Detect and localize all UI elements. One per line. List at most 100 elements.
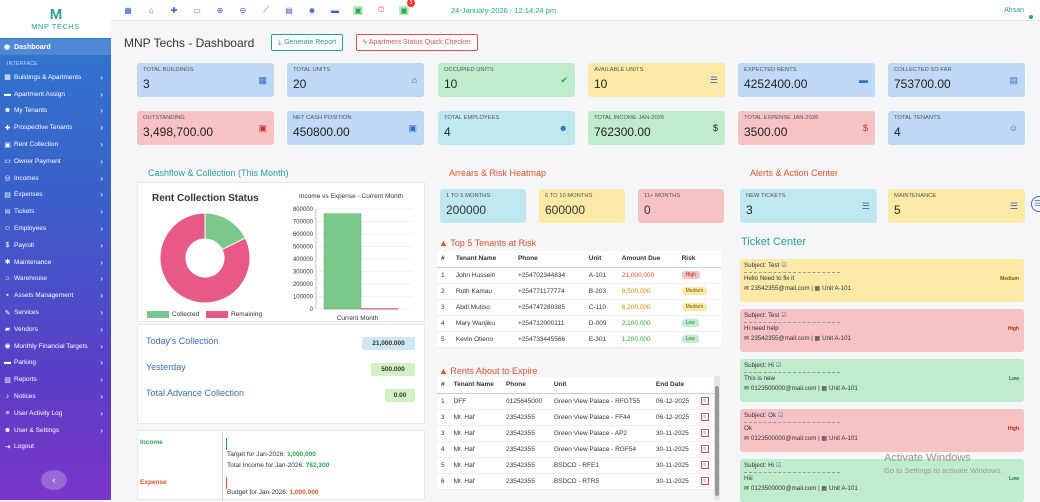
heatmap-card[interactable]: 11+ MONTHS 0 bbox=[638, 189, 724, 223]
table-row[interactable]: 4 Mr. Haf 23542355 Green View Palace - RGF5… bbox=[437, 441, 714, 458]
sidebar-item-apartment-assign[interactable]: ▬ Apartment Assign › bbox=[0, 86, 111, 103]
bar-income[interactable] bbox=[323, 213, 362, 310]
sidebar-item-vendors[interactable]: ▰ Vendors › bbox=[0, 321, 111, 338]
notification-icon[interactable]: ▣ 3 bbox=[399, 0, 415, 15]
ticket-card[interactable]: Subject: Ok ☑ Ok ✉ 0123500000@mail.com | ▦ … bbox=[740, 409, 1024, 452]
sidebar-item-tickets[interactable]: ✉ Tickets › bbox=[0, 203, 111, 220]
table-row[interactable]: 4 Mary Wanjiku +254712000111 D-009 2,100,000… bbox=[437, 315, 721, 332]
document-icon[interactable]: ≡ bbox=[700, 429, 709, 437]
user-menu[interactable]: Ahsan bbox=[1004, 7, 1033, 19]
table-row[interactable]: 1 DFF 0125645000 Green View Palace - RFGT55… bbox=[437, 393, 714, 410]
column-header: # bbox=[437, 377, 450, 394]
alert-card-maintenance[interactable]: MAINTENANCE 5 ☰ bbox=[888, 189, 1025, 223]
sidebar-item-payroll[interactable]: $ Payroll › bbox=[0, 237, 111, 254]
heatmap-card[interactable]: 6 TO 10 MONTHS 600000 bbox=[539, 189, 625, 223]
sidebar-item-buildings-apartments[interactable]: ▦ Buildings & Apartments › bbox=[0, 69, 111, 86]
alert-card-new-tickets[interactable]: NEW TICKETS 3 ☰ bbox=[740, 189, 877, 223]
ticket-icon: ✉ bbox=[4, 208, 11, 216]
kpi-card-total-employees[interactable]: TOTAL EMPLOYEES 4 ☻ bbox=[438, 111, 575, 145]
heatmap-card[interactable]: 1 TO 5 MONTHS 200000 bbox=[440, 189, 526, 223]
document-icon[interactable]: ≡ bbox=[700, 477, 709, 485]
kpi-card-collected-so-far[interactable]: COLLECTED SO FAR 753700.00 ▤ bbox=[888, 63, 1025, 97]
sidebar-item-label: Maintenance bbox=[14, 258, 52, 266]
calendar-icon[interactable]: ▤ bbox=[285, 5, 293, 15]
status-checker-button[interactable]: ϟ Apartment Status Quick Checker bbox=[356, 34, 478, 51]
sidebar-item-parking[interactable]: ▬ Parking › bbox=[0, 355, 111, 372]
table-row[interactable]: 3 Mr. Haf 23542355 Green View Palace - FF44… bbox=[437, 409, 714, 426]
document-icon[interactable]: ≡ bbox=[700, 413, 709, 421]
envelope-icon: ✉ bbox=[744, 485, 751, 492]
sidebar-item-prospective-tenants[interactable]: ✚ Prospective Tenants › bbox=[0, 119, 111, 136]
sidebar-item-dashboard[interactable]: ◉ Dashboard bbox=[0, 39, 111, 55]
table-row[interactable]: 3 Abdi Mutiso +254747280385 C-110 6,200,000 M… bbox=[437, 299, 721, 316]
table-row[interactable]: 5 Kevin Otieno +254733445566 E-301 1,200,000… bbox=[437, 331, 721, 348]
kpi-card-occupied-units[interactable]: OCCUPIED UNITS 10 ✔ bbox=[438, 63, 575, 97]
bar-expense[interactable] bbox=[360, 308, 399, 310]
kpi-card-outstanding[interactable]: OUTSTANDING 3,498,700.00 ▣ bbox=[137, 111, 274, 145]
settings-float-icon[interactable]: ☰ bbox=[1031, 196, 1040, 212]
table-row[interactable]: 6 Mr. Haf 23542355 BSDCD - RTR5 30-11-2025 ≡ bbox=[437, 473, 714, 490]
sidebar-item-my-tenants[interactable]: ☻ My Tenants › bbox=[0, 103, 111, 120]
scrollbar-thumb[interactable] bbox=[715, 386, 719, 496]
users-icon[interactable]: ☻ bbox=[307, 5, 317, 15]
add-user-icon[interactable]: ✚ bbox=[170, 5, 178, 15]
table-row[interactable]: 5 Mr. Haf 23542355 BSDCD - RFE1 30-11-2025 ≡ bbox=[437, 457, 714, 474]
ticket-card[interactable]: Subject: Hi ☑ This is new ✉ 0123500000@mail… bbox=[740, 359, 1024, 402]
table-cell: 23542355 bbox=[501, 425, 550, 442]
sidebar-item-label: User & Settings bbox=[14, 426, 60, 434]
id-card-icon[interactable]: ▭ bbox=[193, 5, 201, 15]
sidebar-item-owner-payment[interactable]: ▭ Owner Payment › bbox=[0, 153, 111, 170]
document-icon[interactable]: ≡ bbox=[700, 461, 709, 469]
bank-icon[interactable]: ⛫ bbox=[377, 5, 385, 14]
money-icon[interactable]: ▣ bbox=[353, 5, 363, 15]
document-icon[interactable]: ≡ bbox=[700, 397, 709, 405]
table-row[interactable]: 3 Mr. Haf 23542355 Green View Palace - AP2 3… bbox=[437, 425, 714, 442]
sidebar-collapse-button[interactable]: ‹ bbox=[41, 470, 67, 490]
ticket-card[interactable]: Subject: Test ☑ Hello Need to fix it ✉ 2354… bbox=[740, 259, 1024, 302]
truck-icon: ▰ bbox=[4, 326, 11, 334]
table-row[interactable]: 1 John Hussein +254702344834 A-101 21,000,00… bbox=[437, 267, 721, 284]
ticket-card[interactable]: Subject: Hi ☑ Hiii ✉ 0123500000@mail.com | … bbox=[740, 459, 1024, 502]
car-icon[interactable]: ▬ bbox=[331, 5, 339, 15]
document-icon[interactable]: ≡ bbox=[700, 445, 709, 453]
expire-scrollbar[interactable] bbox=[714, 376, 720, 500]
minus-circle-icon[interactable]: ⊖ bbox=[239, 5, 247, 15]
sidebar-item-rent-collection[interactable]: ▣ Rent Collection › bbox=[0, 136, 111, 153]
sidebar-item-warehouse[interactable]: ⌂ Warehouse › bbox=[0, 271, 111, 288]
sidebar-item-notices[interactable]: ♪ Notices › bbox=[0, 388, 111, 405]
kpi-card-available-units[interactable]: AVAILABLE UNITS 10 ☰ bbox=[588, 63, 725, 97]
kpi-card-total-units[interactable]: TOTAL UNITS 20 ⌂ bbox=[287, 63, 424, 97]
sidebar-item-expenses[interactable]: ▤ Expenses › bbox=[0, 187, 111, 204]
ticket-card[interactable]: Subject: Test ☑ Hi need help ✉ 23542355@mai… bbox=[740, 309, 1024, 352]
sidebar-item-monthly-financial-targets[interactable]: ◉ Monthly Financial Targets › bbox=[0, 338, 111, 355]
kpi-card-expected-rents[interactable]: EXPECTED RENTS 4252400.00 ▬ bbox=[738, 63, 875, 97]
brand-logo[interactable]: M MNP TECHS bbox=[0, 0, 111, 38]
sidebar-item-employees[interactable]: ☺ Employees › bbox=[0, 220, 111, 237]
home-icon[interactable]: ⌂ bbox=[148, 5, 154, 15]
y-tick-label: 400000 bbox=[293, 257, 314, 263]
kpi-card-total-income-jan-2026[interactable]: TOTAL INCOME JAN-2026 762300.00 $ bbox=[588, 111, 725, 145]
sidebar-item-maintenance[interactable]: ✱ Maintenance › bbox=[0, 254, 111, 271]
kpi-card-total-tenants[interactable]: TOTAL TENANTS 4 ☺ bbox=[888, 111, 1025, 145]
table-cell: 06-12-2025 bbox=[651, 393, 697, 410]
sidebar-item-services[interactable]: ✎ Services › bbox=[0, 304, 111, 321]
wallet-icon: ▭ bbox=[4, 158, 11, 166]
table-row[interactable]: 2 Ruth Kamau +254771177774 B-203 8,500,000 Me… bbox=[437, 283, 721, 300]
kpi-card-net-cash-position[interactable]: NET CASH POSITION 450800.00 ▣ bbox=[287, 111, 424, 145]
total-prefix: Total Income for Jan-2026: bbox=[227, 462, 306, 469]
sidebar-item-user-activity-log[interactable]: ≡ User Activity Log › bbox=[0, 405, 111, 422]
sidebar-item-assets-management[interactable]: ▪ Assets Management › bbox=[0, 287, 111, 304]
ticket-body: Ok bbox=[744, 425, 752, 432]
generate-report-button[interactable]: ⤓ Generate Report bbox=[271, 34, 344, 51]
sidebar-item-user-settings[interactable]: ☻ User & Settings › bbox=[0, 422, 111, 439]
donut-slice-remaining[interactable] bbox=[159, 212, 251, 304]
plus-circle-icon[interactable]: ⊕ bbox=[216, 5, 224, 15]
sidebar-item-logout[interactable]: ⇥ Logout bbox=[0, 439, 111, 456]
kpi-card-total-buildings[interactable]: TOTAL BUILDINGS 3 ▦ bbox=[137, 63, 274, 97]
kpi-label: TOTAL INCOME JAN-2026 bbox=[594, 115, 665, 121]
building-icon[interactable]: ▦ bbox=[124, 5, 132, 15]
sidebar-item-incomes[interactable]: ◎ Incomes › bbox=[0, 170, 111, 187]
line-chart-icon[interactable]: ⟋ bbox=[263, 5, 269, 14]
sidebar-item-reports[interactable]: ▥ Reports › bbox=[0, 371, 111, 388]
kpi-card-total-expense-jan-2026[interactable]: TOTAL EXPENSE JAN-2026 3500.00 $ bbox=[738, 111, 875, 145]
